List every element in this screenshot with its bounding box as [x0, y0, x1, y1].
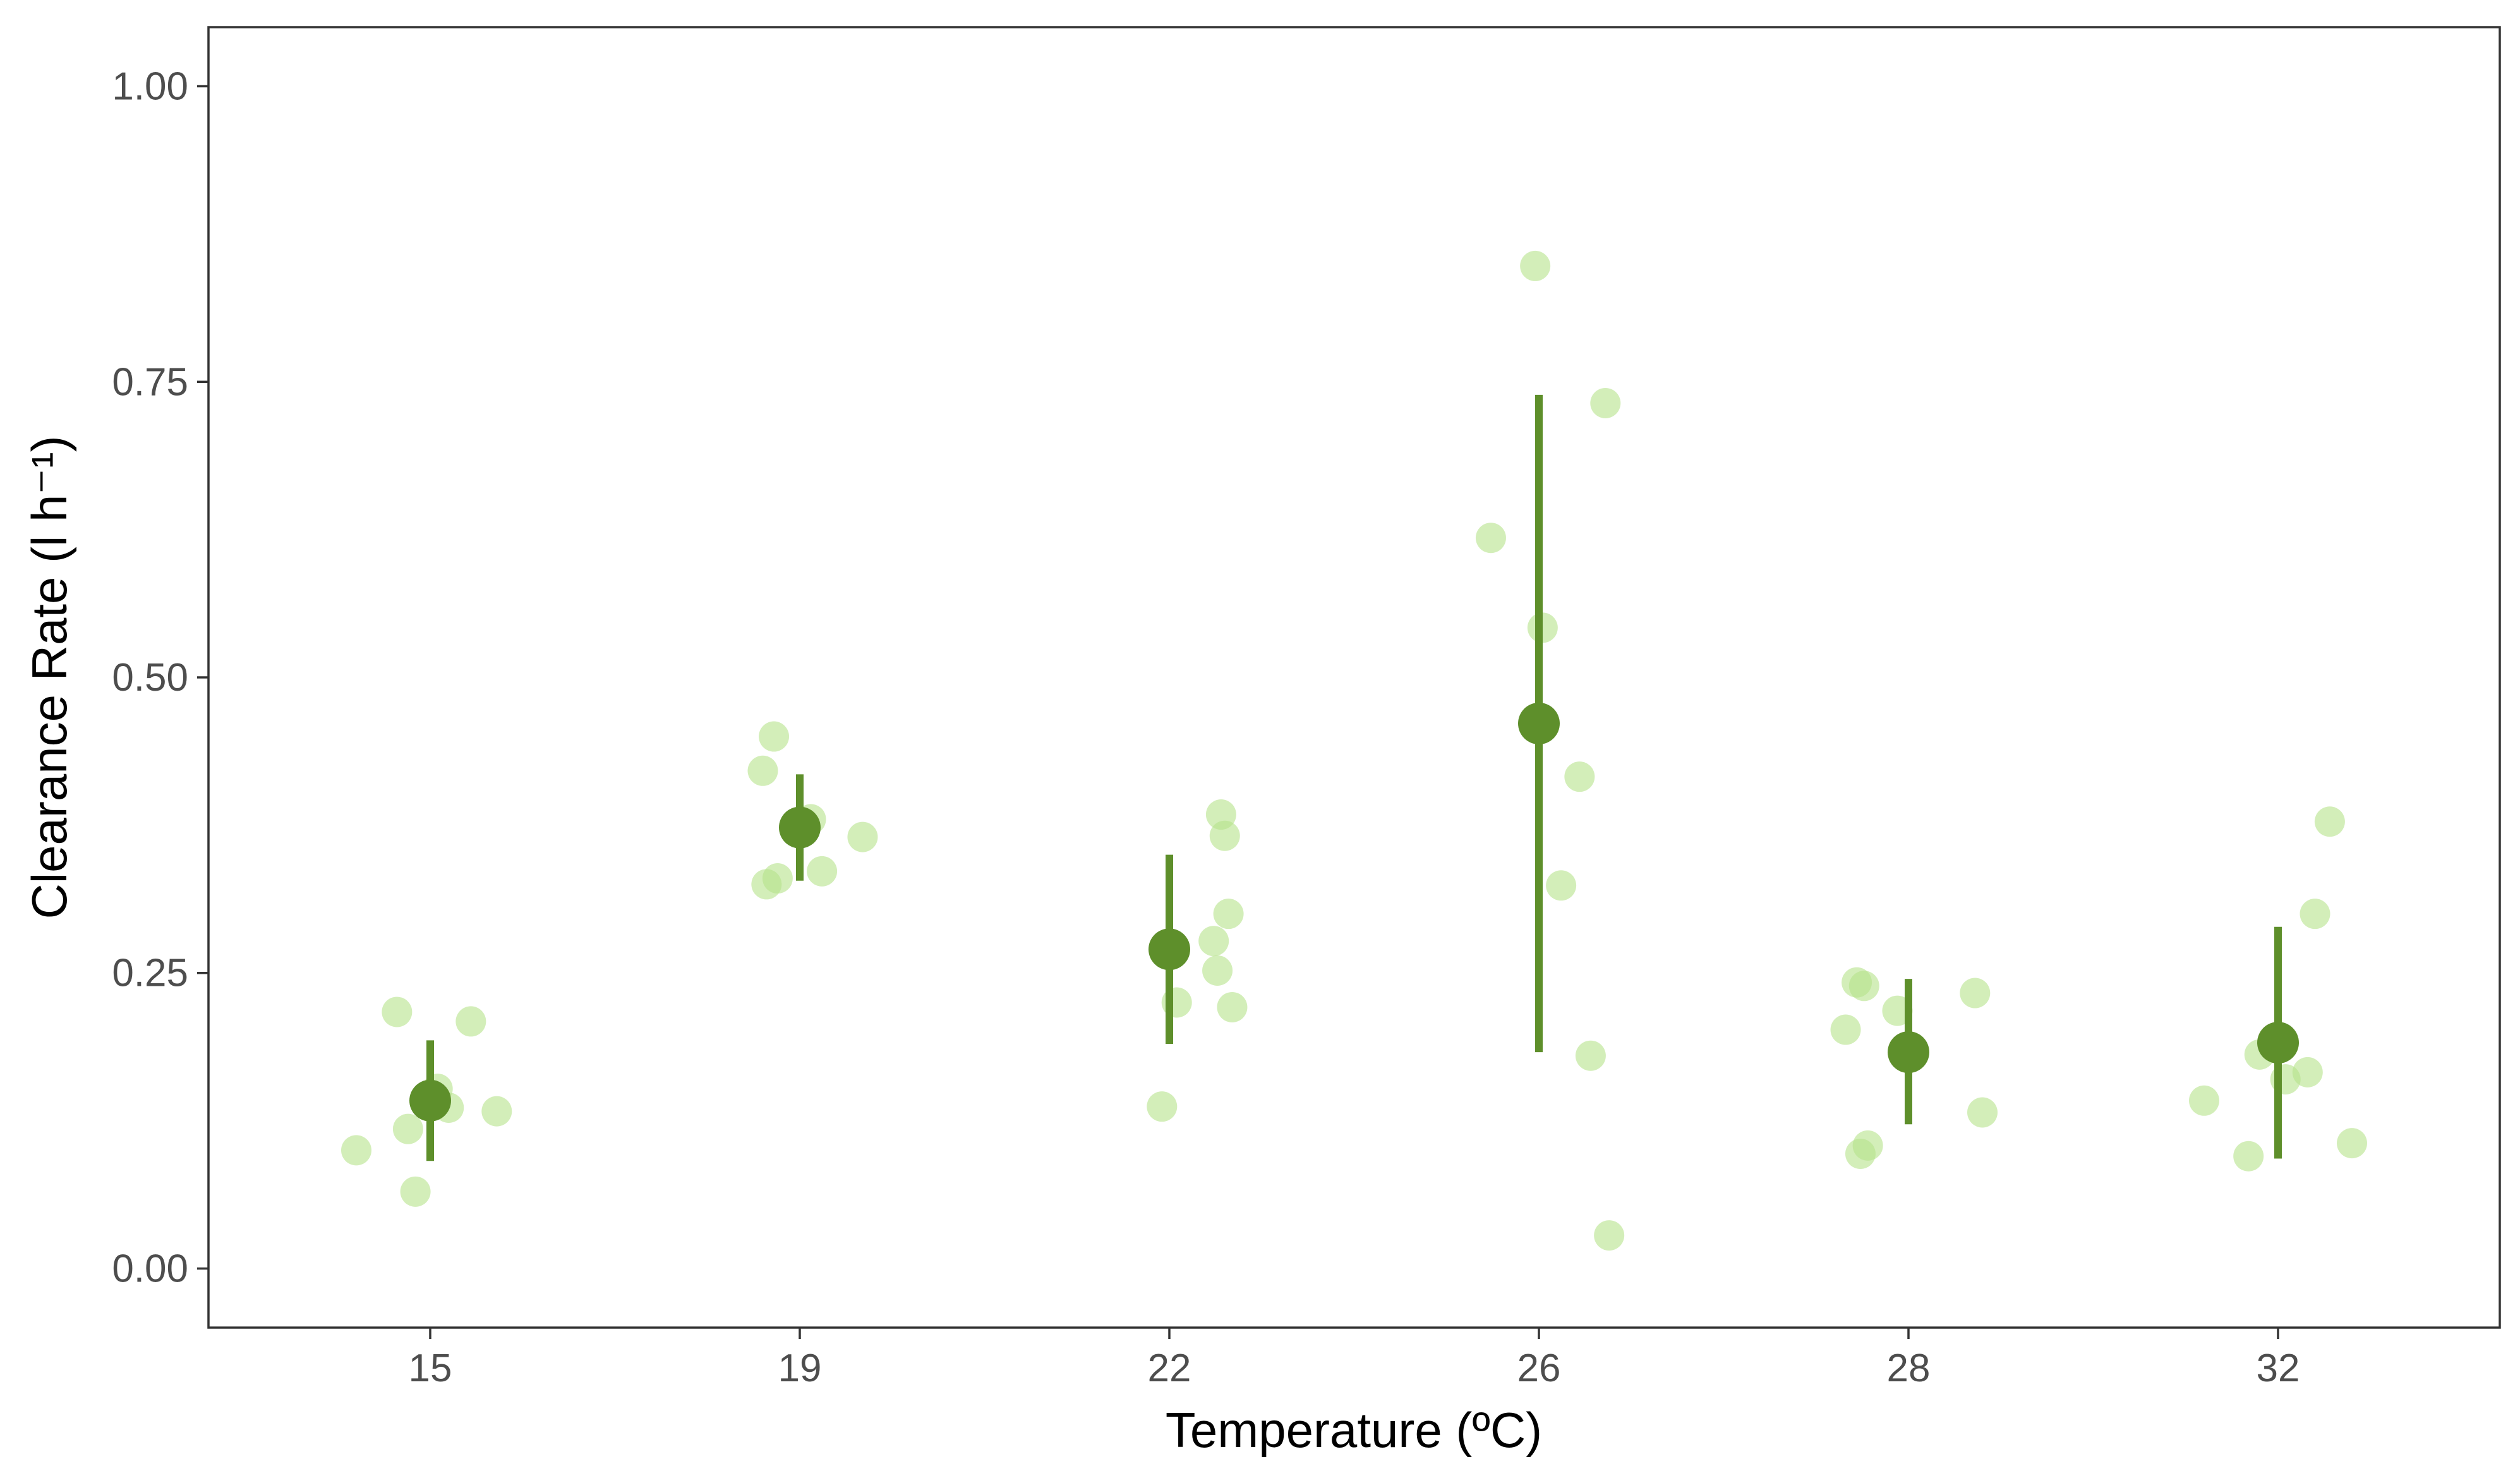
raw-data-point — [1520, 250, 1551, 281]
raw-data-point — [1848, 971, 1879, 1002]
x-tick-label: 32 — [2257, 1347, 2300, 1390]
y-axis: 0.00 0.25 0.50 0.75 1.00 — [112, 65, 208, 1290]
y-tick-label: 1.00 — [112, 65, 188, 109]
raw-points-layer — [341, 250, 2367, 1251]
mean-point — [409, 1079, 451, 1122]
raw-data-point — [847, 821, 878, 852]
y-tick-label: 0.25 — [112, 952, 188, 995]
raw-data-point — [1209, 820, 1240, 851]
y-tick-label: 0.00 — [112, 1247, 188, 1290]
raw-data-point — [455, 1006, 486, 1037]
y-axis-title: Clearance Rate (l h⁻¹) — [21, 435, 77, 919]
raw-data-point — [1960, 978, 1991, 1009]
x-tick-label: 19 — [778, 1347, 822, 1390]
raw-data-point — [400, 1176, 431, 1207]
raw-data-point — [2337, 1128, 2367, 1159]
raw-data-point — [2189, 1085, 2219, 1116]
raw-data-point — [1213, 899, 1244, 930]
raw-data-point — [1852, 1130, 1883, 1161]
raw-data-point — [2300, 899, 2330, 930]
raw-data-point — [341, 1135, 371, 1166]
raw-data-point — [1217, 991, 1248, 1022]
raw-data-point — [1575, 1040, 1606, 1071]
raw-data-point — [762, 863, 793, 894]
summary-layer — [409, 394, 2299, 1161]
mean-point — [1518, 702, 1560, 744]
raw-data-point — [1590, 387, 1621, 418]
mean-point — [1888, 1031, 1929, 1074]
raw-data-point — [481, 1096, 512, 1127]
raw-data-point — [1147, 1091, 1178, 1122]
raw-data-point — [1594, 1220, 1625, 1251]
y-tick-label: 0.50 — [112, 656, 188, 700]
x-axis: 15 19 22 26 28 32 — [409, 1328, 2300, 1390]
raw-data-point — [1198, 926, 1229, 957]
raw-data-point — [392, 1113, 423, 1144]
raw-data-point — [2233, 1141, 2264, 1172]
raw-data-point — [807, 856, 838, 887]
mean-point — [2257, 1022, 2299, 1064]
mean-point — [779, 806, 821, 849]
y-tick-label: 0.75 — [112, 360, 188, 404]
x-tick-label: 15 — [409, 1347, 452, 1390]
mean-point — [1148, 928, 1190, 971]
raw-data-point — [1546, 870, 1577, 901]
raw-data-point — [2292, 1057, 2323, 1087]
raw-data-point — [1564, 761, 1595, 792]
x-tick-label: 22 — [1148, 1347, 1191, 1390]
raw-data-point — [1830, 1014, 1861, 1045]
raw-data-point — [1475, 523, 1506, 554]
raw-data-point — [747, 755, 778, 786]
x-tick-label: 28 — [1887, 1347, 1931, 1390]
raw-data-point — [2314, 806, 2345, 837]
raw-data-point — [1967, 1097, 1998, 1128]
raw-data-point — [759, 721, 790, 752]
raw-data-point — [1202, 955, 1233, 986]
raw-data-point — [382, 996, 413, 1027]
x-tick-label: 26 — [1517, 1347, 1561, 1390]
x-axis-title: Temperature (ºC) — [1166, 1402, 1542, 1458]
